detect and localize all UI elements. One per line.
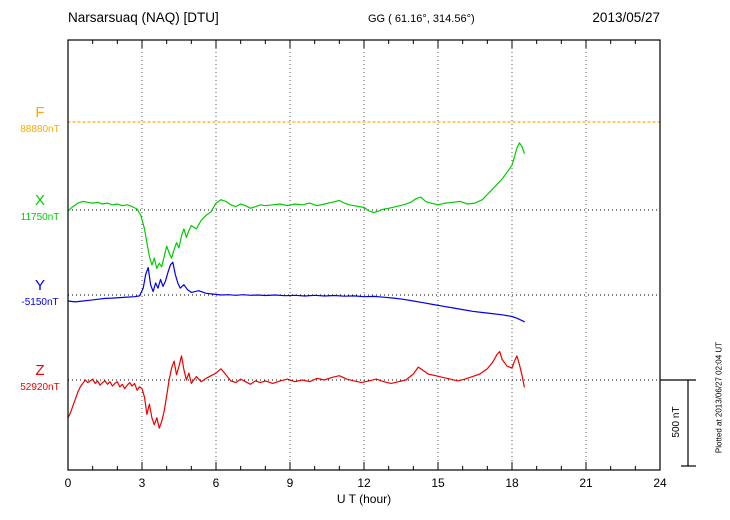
channel-letter-Z: Z [35,362,45,379]
tick-label-0: 0 [65,476,72,490]
channel-baseline-value-X: 11750nT [20,212,60,223]
channel-letter-Y: Y [34,277,45,294]
channel-labels: F 88880nT X 11750nT Y -5150nT Z 52920nT [8,0,72,520]
plotted-at-timestamp: Plotted at 2013/06/27 02:04 UT [714,341,724,454]
plot-date: 2013/05/27 [592,10,660,25]
baseline-layer [68,209,660,381]
tick-label-15: 15 [431,476,445,490]
trace-X [67,142,525,270]
channel-baseline-value-Z: 52920nT [20,382,60,393]
ticks-layer [67,40,661,470]
channel-baseline-value-F: 88880nT [20,124,60,135]
tick-label-6: 6 [213,476,220,490]
tick-label-24: 24 [653,476,667,490]
channel-letter-X: X [34,192,45,209]
tick-labels-layer: 0 3 6 9 12 15 18 21 24 [65,476,667,490]
trace-Z [67,351,525,429]
scale-bar [660,379,696,467]
channel-baseline-value-Y: -5150nT [21,297,59,308]
channel-letter-F: F [35,104,45,121]
tick-label-18: 18 [505,476,519,490]
tick-label-12: 12 [357,476,371,490]
grid-layer [141,40,587,470]
tick-label-21: 21 [579,476,593,490]
scale-bar-label: 500 nT [671,406,682,438]
series-layer [67,121,661,429]
tick-label-9: 9 [287,476,294,490]
station-title: Narsarsuaq (NAQ) [DTU] [68,10,219,25]
geographic-coordinates: GG ( 61.16°, 314.56°) [368,13,475,25]
tick-label-3: 3 [139,476,146,490]
trace-Y [67,261,525,323]
x-axis-title: U T (hour) [336,492,392,506]
